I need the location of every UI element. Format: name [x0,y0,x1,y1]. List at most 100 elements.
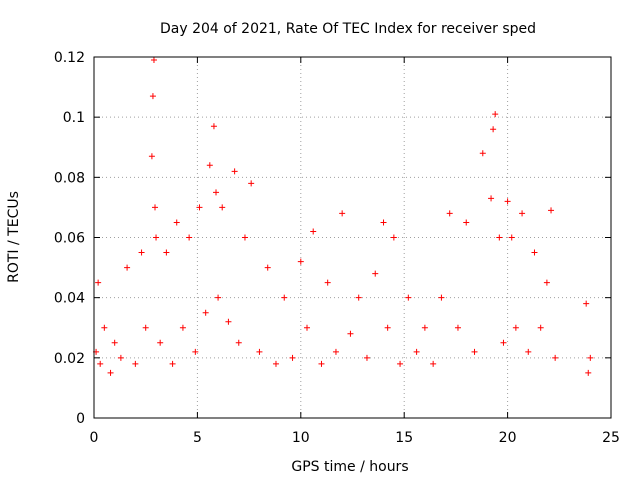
data-point [548,207,555,214]
data-point [347,330,354,337]
data-point [150,57,157,64]
data-point [552,354,559,361]
y-tick-label: 0.06 [54,231,85,247]
y-axis-label: ROTI / TECUs [6,191,22,283]
data-point [500,339,507,346]
data-point [397,360,404,367]
data-point [117,354,124,361]
y-tick-label: 0.04 [54,291,85,307]
data-point [297,258,304,265]
data-point [206,162,213,169]
data-point [192,348,199,355]
data-point [202,309,209,316]
data-point [179,324,186,331]
data-point [186,234,193,241]
data-point [281,294,288,301]
axis-tick-labels: 0 5 10 15 20 25 0 0.02 0.04 0.06 0.08 0.1 0.12 [54,50,620,446]
data-point [256,348,263,355]
data-point [169,360,176,367]
data-point [587,354,594,361]
axis-ticks [93,56,612,419]
x-tick-label: 0 [90,430,99,446]
data-point [225,318,232,325]
data-point [463,219,470,226]
x-tick-label: 20 [499,430,517,446]
data-point [111,339,118,346]
data-point [152,204,159,211]
data-point [248,180,255,187]
y-tick-label: 0 [76,411,85,427]
data-point [446,210,453,217]
data-point [363,354,370,361]
data-point [438,294,445,301]
y-tick-label: 0.02 [54,351,85,367]
data-point [492,111,499,118]
y-tick-label: 0.1 [63,110,85,126]
data-point [289,354,296,361]
data-point [318,360,325,367]
data-point [304,324,311,331]
data-point [241,234,248,241]
data-point [390,234,397,241]
data-point [405,294,412,301]
data-point [138,249,145,256]
data-point [264,264,271,271]
x-tick-label: 25 [602,430,620,446]
data-point [479,150,486,157]
chart-title: Day 204 of 2021, Rate Of TEC Index for r… [160,21,536,37]
data-point [496,234,503,241]
data-point [107,369,114,376]
data-point [196,204,203,211]
grid-lines [94,57,611,418]
data-point [332,348,339,355]
data-point [213,189,220,196]
data-point [153,234,160,241]
data-point [413,348,420,355]
data-point [210,123,217,130]
y-tick-label: 0.08 [54,170,85,186]
data-point [512,324,519,331]
data-point [380,219,387,226]
data-point [124,264,131,271]
data-point [519,210,526,217]
data-point [149,93,156,100]
data-point [430,360,437,367]
data-point [95,279,102,286]
data-point [163,249,170,256]
data-point [215,294,222,301]
data-point [537,324,544,331]
data-point [583,300,590,307]
data-point [97,360,104,367]
x-tick-label: 15 [395,430,413,446]
data-point [355,294,362,301]
data-point [157,339,164,346]
data-point [101,324,108,331]
data-points [93,57,594,376]
data-point [531,249,538,256]
data-point [372,270,379,277]
y-tick-label: 0.12 [54,50,85,66]
data-point [235,339,242,346]
data-point [384,324,391,331]
x-tick-label: 10 [292,430,310,446]
data-point [272,360,279,367]
data-point [132,360,139,367]
data-point [525,348,532,355]
data-point [310,228,317,235]
data-point [173,219,180,226]
data-point [488,195,495,202]
data-point [142,324,149,331]
data-point [585,369,592,376]
data-point [504,198,511,205]
data-point [421,324,428,331]
data-point [508,234,515,241]
data-point [490,126,497,133]
x-tick-label: 5 [193,430,202,446]
data-point [324,279,331,286]
x-axis-label: GPS time / hours [291,459,408,475]
data-point [219,204,226,211]
data-point [543,279,550,286]
data-point [454,324,461,331]
